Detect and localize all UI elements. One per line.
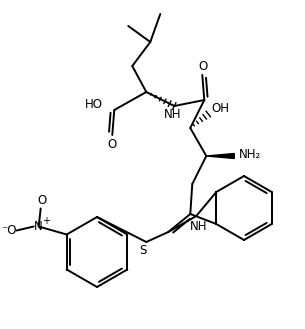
Text: ⁻O: ⁻O <box>1 224 16 237</box>
Text: N: N <box>34 220 43 233</box>
Text: +: + <box>42 216 50 226</box>
Text: NH₂: NH₂ <box>239 148 261 162</box>
Polygon shape <box>206 154 234 159</box>
Text: O: O <box>199 60 208 72</box>
Text: NH: NH <box>163 108 181 120</box>
Text: NH: NH <box>189 219 207 233</box>
Text: O: O <box>37 194 46 207</box>
Text: OH: OH <box>211 103 229 115</box>
Text: O: O <box>108 138 117 150</box>
Text: S: S <box>140 244 147 258</box>
Text: HO: HO <box>85 98 103 112</box>
